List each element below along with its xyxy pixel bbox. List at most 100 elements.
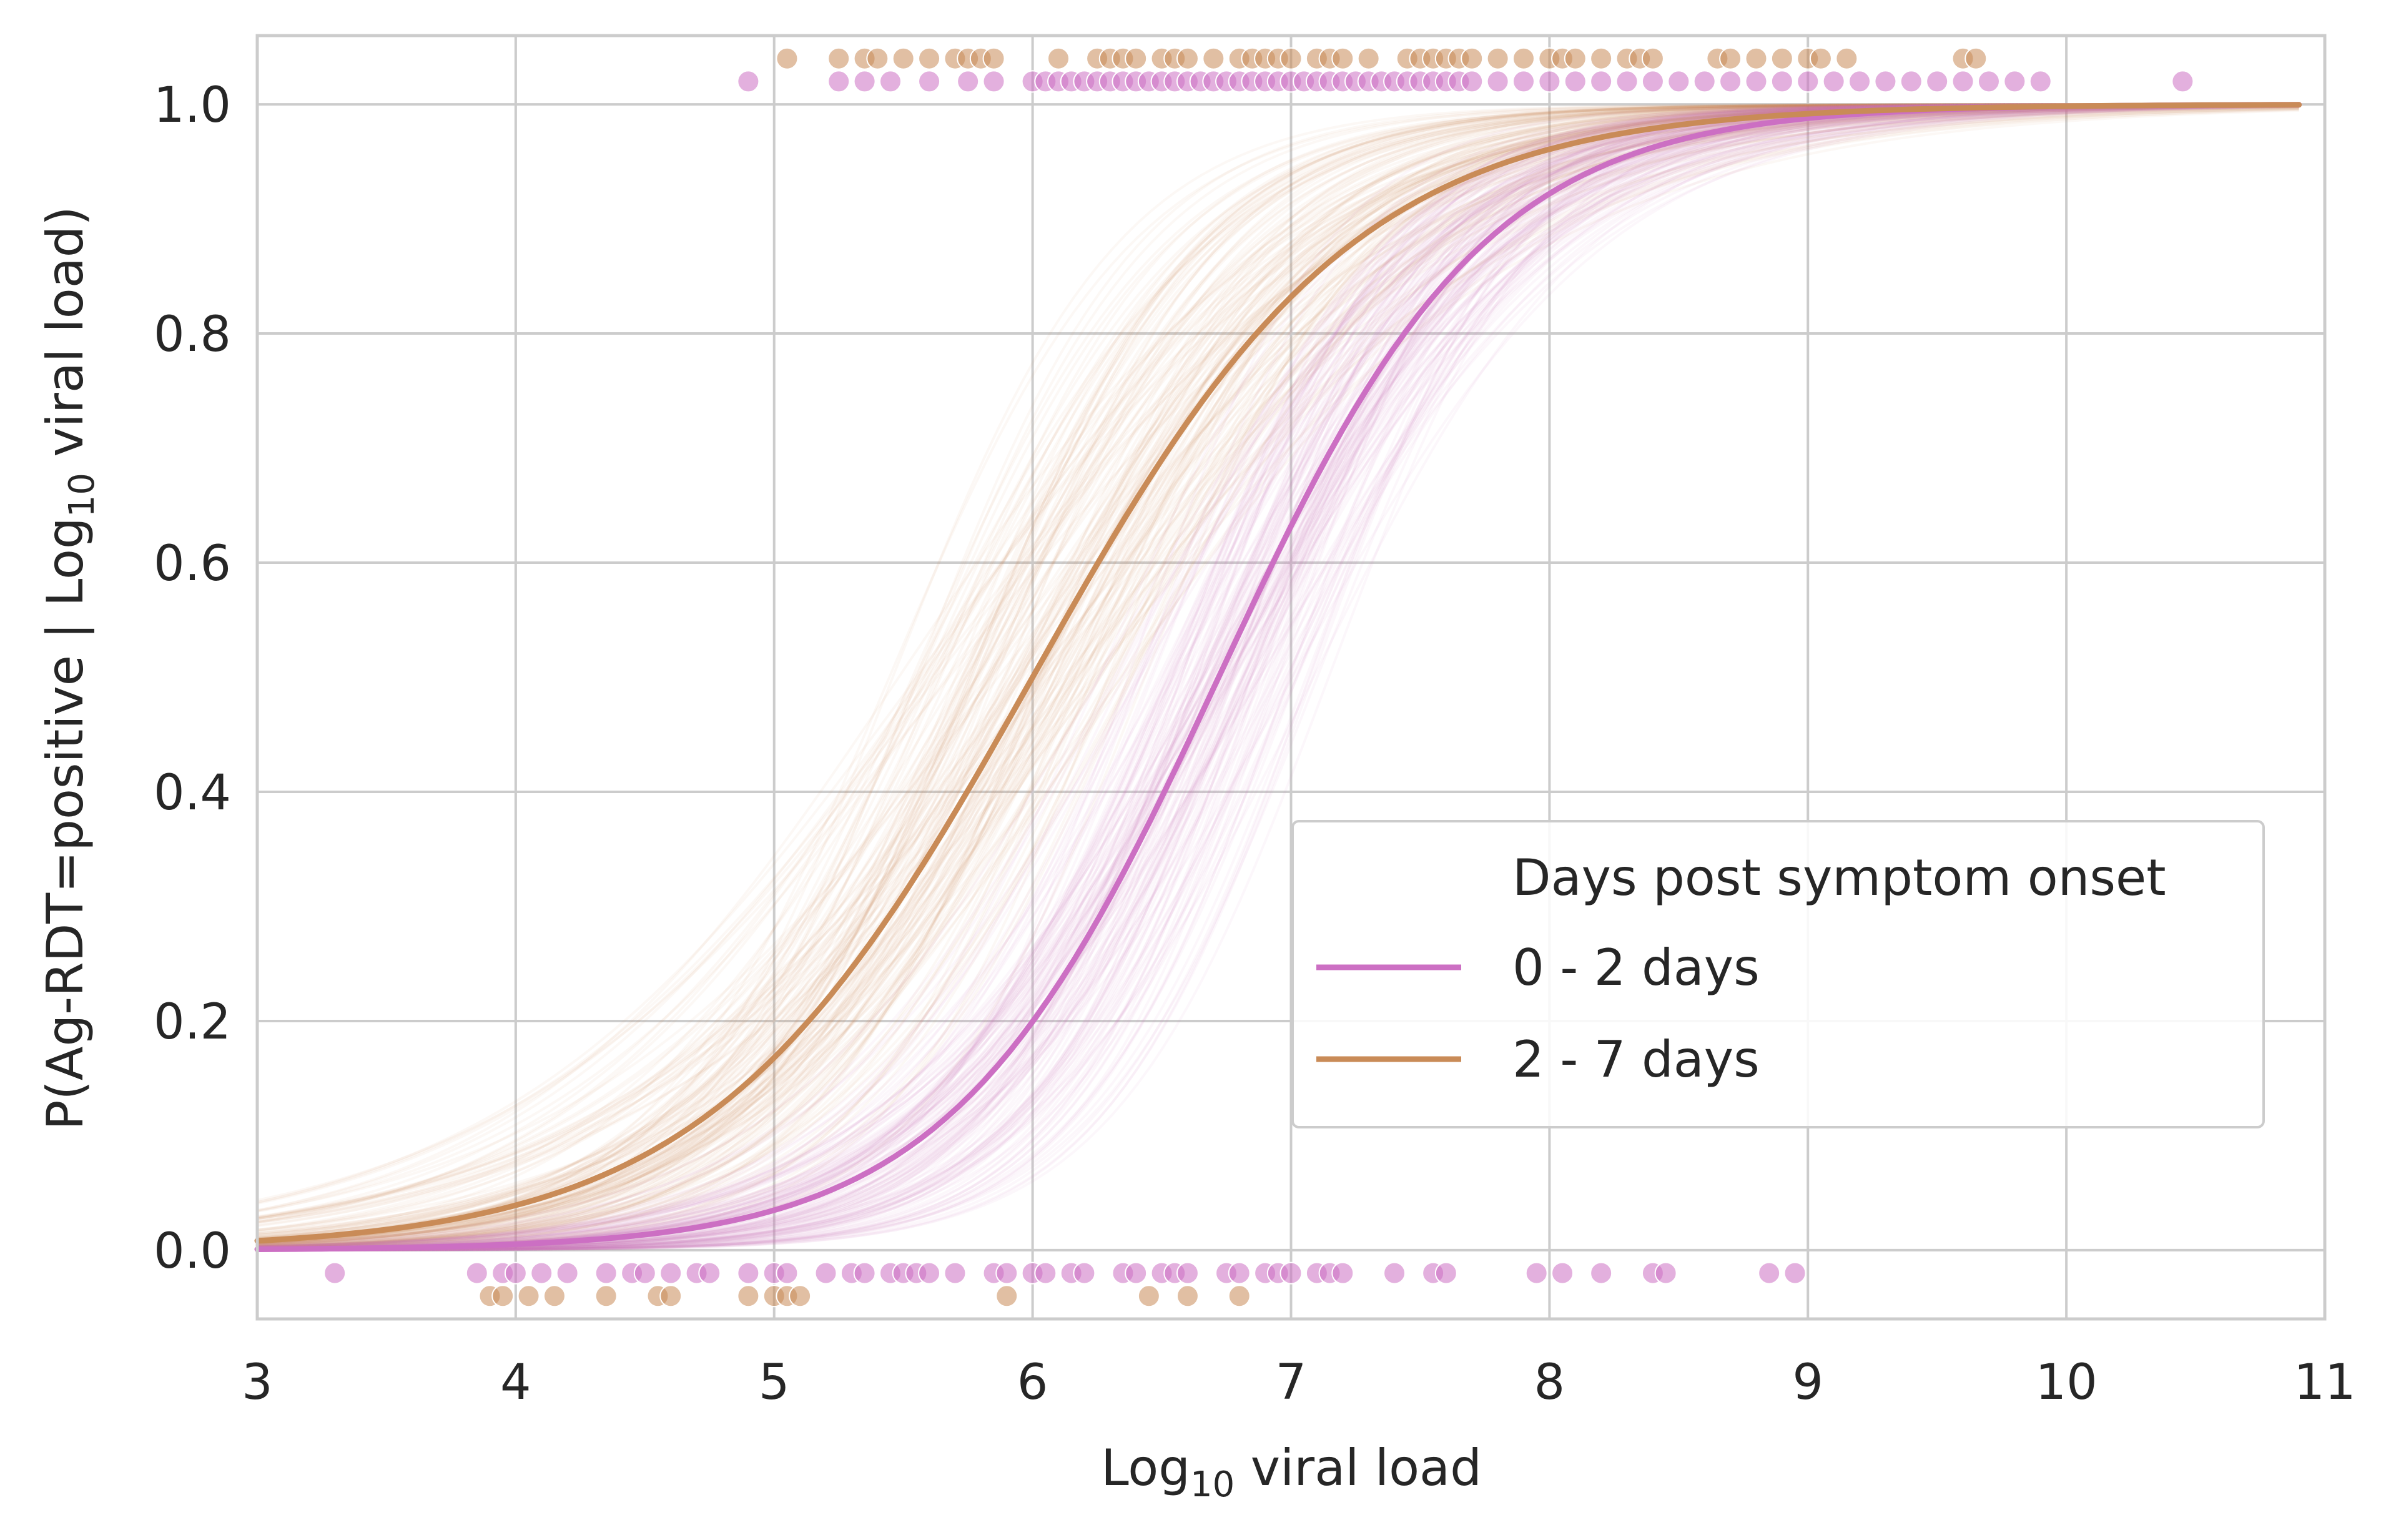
positive-point-2-7days xyxy=(1047,47,1070,70)
posterior-sample-line xyxy=(257,104,2299,1249)
posterior-sample-line xyxy=(257,104,2299,1245)
negative-point-2-7days xyxy=(737,1285,760,1308)
posterior-sample-line xyxy=(257,107,2299,1219)
positive-point-2-7days xyxy=(1835,47,1858,70)
posterior-sample-line xyxy=(257,103,2299,1251)
posterior-sample-line xyxy=(257,104,2299,1248)
posterior-sample-line xyxy=(257,107,2299,1233)
negative-point-0-2days xyxy=(698,1261,721,1285)
posterior-sample-line xyxy=(257,103,2299,1250)
tick-labels: 3 4 5 6 7 8 9 10 11 0.0 0.2 0.4 0.6 0.8 1.0 xyxy=(154,77,2356,1411)
negative-point-0-2days xyxy=(594,1261,618,1285)
negative-point-0-2days xyxy=(776,1261,799,1285)
posterior-sample-line xyxy=(257,107,2299,1224)
posterior-sample-line xyxy=(257,104,2299,1250)
positive-point-0-2days xyxy=(737,70,760,93)
positive-point-2-7days xyxy=(1964,47,1988,70)
negative-point-0-2days xyxy=(1073,1261,1096,1285)
positive-point-2-7days xyxy=(918,47,941,70)
positive-point-0-2days xyxy=(1951,70,1974,93)
posterior-sample-line xyxy=(257,104,2299,1249)
negative-point-0-2days xyxy=(995,1261,1018,1285)
positive-point-2-7days xyxy=(1176,47,1199,70)
positive-point-0-2days xyxy=(2171,70,2194,93)
posterior-sample-line xyxy=(257,103,2299,1250)
positive-point-0-2days xyxy=(1693,70,1716,93)
posterior-sample-line xyxy=(257,103,2299,1246)
posterior-sample-line xyxy=(257,103,2299,1248)
posterior-sample-line xyxy=(257,104,2299,1247)
positive-point-0-2days xyxy=(2003,70,2026,93)
posterior-sample-line xyxy=(257,103,2299,1249)
posterior-sample-line xyxy=(257,103,2299,1251)
positive-point-2-7days xyxy=(982,47,1005,70)
positive-point-0-2days xyxy=(879,70,902,93)
negative-point-0-2days xyxy=(1176,1261,1199,1285)
negative-point-0-2days xyxy=(1525,1261,1548,1285)
negative-point-0-2days xyxy=(814,1261,837,1285)
posterior-sample-line xyxy=(257,104,2299,1235)
positive-point-2-7days xyxy=(892,47,915,70)
legend-label-2-7-days: 2 - 7 days xyxy=(1512,1030,1760,1088)
negative-point-0-2days xyxy=(633,1261,656,1285)
mean-curve-2-7days xyxy=(254,102,2302,1244)
posterior-sample-line xyxy=(257,103,2299,1245)
posterior-sample-line xyxy=(257,103,2299,1250)
plot-area-border xyxy=(255,34,2327,1321)
posterior-sample-line xyxy=(257,106,2299,1248)
posterior-sample-line xyxy=(257,103,2299,1248)
positive-point-0-2days xyxy=(1461,70,1484,93)
posterior-sample-line xyxy=(257,103,2299,1248)
posterior-sample-line xyxy=(257,107,2299,1218)
negative-point-2-7days xyxy=(995,1285,1018,1308)
y-axis-label: P(Ag-RDT=positive | Log10 viral load) xyxy=(36,206,102,1130)
observed-points xyxy=(323,47,2194,1308)
posterior-sample-line xyxy=(257,104,2299,1250)
posterior-sample-line xyxy=(257,109,2299,1222)
y-tick-label: 1.0 xyxy=(154,77,231,134)
y-tick-label: 0.8 xyxy=(154,307,231,363)
posterior-sample-line xyxy=(257,104,2299,1236)
posterior-sample-line xyxy=(257,103,2299,1248)
negative-point-0-2days xyxy=(1758,1261,1781,1285)
posterior-sample-line xyxy=(257,104,2299,1251)
posterior-sample-line xyxy=(257,105,2299,1227)
posterior-sample-line xyxy=(257,104,2299,1203)
posterior-sample-line xyxy=(257,105,2299,1235)
y-tick-label: 0.0 xyxy=(154,1223,231,1280)
positive-point-0-2days xyxy=(1822,70,1845,93)
positive-point-2-7days xyxy=(1770,47,1793,70)
legend-box xyxy=(1291,820,2265,1128)
posterior-sample-line xyxy=(257,103,2299,1248)
x-tick-label: 5 xyxy=(759,1355,790,1411)
posterior-sample-line xyxy=(257,104,2299,1243)
x-axis-label: Log10 viral load xyxy=(1101,1439,1482,1505)
positive-point-0-2days xyxy=(1486,70,1509,93)
positive-point-2-7days xyxy=(1486,47,1509,70)
posterior-sample-line xyxy=(257,103,2299,1248)
posterior-sample-line xyxy=(257,105,2299,1236)
positive-point-2-7days xyxy=(1745,47,1768,70)
posterior-sample-line xyxy=(257,103,2299,1251)
posterior-sample-line xyxy=(257,104,2299,1250)
x-tick-label: 7 xyxy=(1276,1355,1307,1411)
y-tick-label: 0.4 xyxy=(154,765,231,821)
positive-point-0-2days xyxy=(957,70,980,93)
posterior-sample-line xyxy=(257,103,2299,1245)
posterior-sample-line xyxy=(257,104,2299,1250)
posterior-sample-line xyxy=(257,103,2299,1247)
posterior-sample-line xyxy=(257,108,2299,1220)
posterior-sample-line xyxy=(257,104,2299,1250)
x-tick-label: 11 xyxy=(2294,1355,2355,1411)
positive-point-0-2days xyxy=(1538,70,1561,93)
posterior-sample-line xyxy=(257,104,2299,1242)
positive-point-2-7days xyxy=(1590,47,1613,70)
posterior-sample-line xyxy=(257,104,2299,1248)
posterior-sample-line xyxy=(257,103,2299,1249)
negative-point-0-2days xyxy=(323,1261,347,1285)
positive-point-0-2days xyxy=(1564,70,1587,93)
posterior-sample-line xyxy=(257,105,2299,1250)
posterior-sample-line xyxy=(257,105,2299,1248)
positive-point-2-7days xyxy=(1719,47,1742,70)
